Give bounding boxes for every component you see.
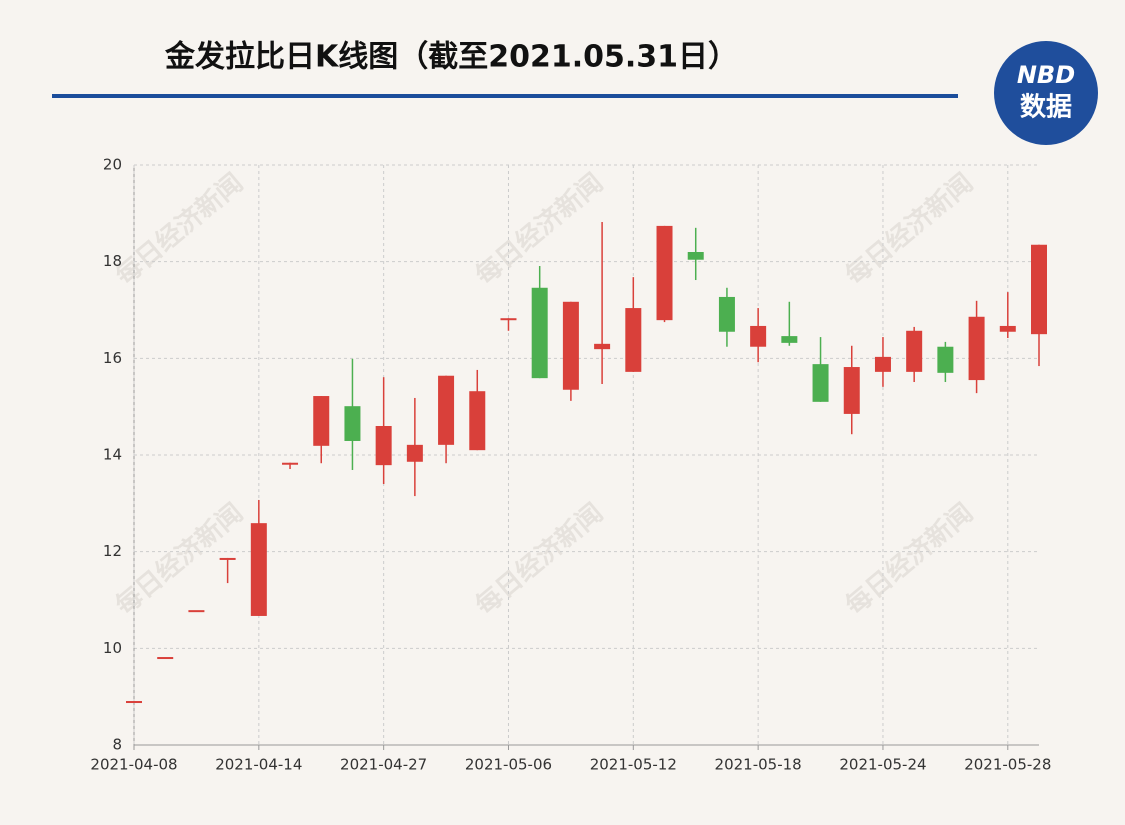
y-tick-label: 18 <box>103 252 122 270</box>
y-tick-label: 10 <box>103 639 122 657</box>
body <box>1031 244 1047 335</box>
body <box>968 316 985 381</box>
body <box>282 462 299 465</box>
body <box>999 325 1016 332</box>
logo <box>994 41 1098 145</box>
logo-top: NBD <box>1017 61 1075 89</box>
y-tick-label: 12 <box>103 542 122 560</box>
body <box>313 396 330 446</box>
y-tick-label: 8 <box>112 736 122 754</box>
body <box>126 701 142 704</box>
watermark: 每日经济新闻 <box>110 167 249 291</box>
body <box>375 426 392 466</box>
body <box>906 330 923 372</box>
body <box>469 391 486 451</box>
body <box>937 346 954 373</box>
y-tick-label: 16 <box>103 349 122 367</box>
body <box>531 287 548 379</box>
body <box>594 343 611 350</box>
logo-bottom: 数据 <box>1020 93 1072 123</box>
body <box>438 375 455 445</box>
body <box>687 252 704 260</box>
body <box>406 444 423 462</box>
x-tick-label: 2021-04-08 <box>90 756 177 774</box>
body <box>157 657 174 660</box>
y-tick-label: 14 <box>103 446 122 464</box>
body <box>250 523 267 616</box>
x-tick-label: 2021-05-18 <box>715 756 802 774</box>
x-tick-label: 2021-05-28 <box>964 756 1051 774</box>
x-tick-label: 2021-04-27 <box>340 756 427 774</box>
body <box>812 364 829 402</box>
y-tick-label: 20 <box>103 156 122 174</box>
body <box>781 336 798 343</box>
body <box>219 557 236 560</box>
body <box>750 325 767 347</box>
x-tick-label: 2021-05-12 <box>590 756 677 774</box>
x-tick-label: 2021-04-14 <box>215 756 302 774</box>
chart-title: 金发拉比日K线图（截至2021.05.31日） <box>164 40 738 75</box>
watermark: 每日经济新闻 <box>840 497 979 621</box>
watermark: 每日经济新闻 <box>470 497 609 621</box>
title-rule <box>52 94 958 98</box>
body <box>562 301 579 390</box>
body <box>874 356 891 372</box>
x-tick-label: 2021-05-06 <box>465 756 552 774</box>
body <box>718 296 735 332</box>
watermark: 每日经济新闻 <box>840 167 979 291</box>
body <box>500 318 517 321</box>
body <box>188 610 205 613</box>
x-tick-label: 2021-05-24 <box>839 756 926 774</box>
body <box>843 367 860 414</box>
body <box>656 225 673 321</box>
body <box>344 406 361 441</box>
body <box>625 308 642 372</box>
